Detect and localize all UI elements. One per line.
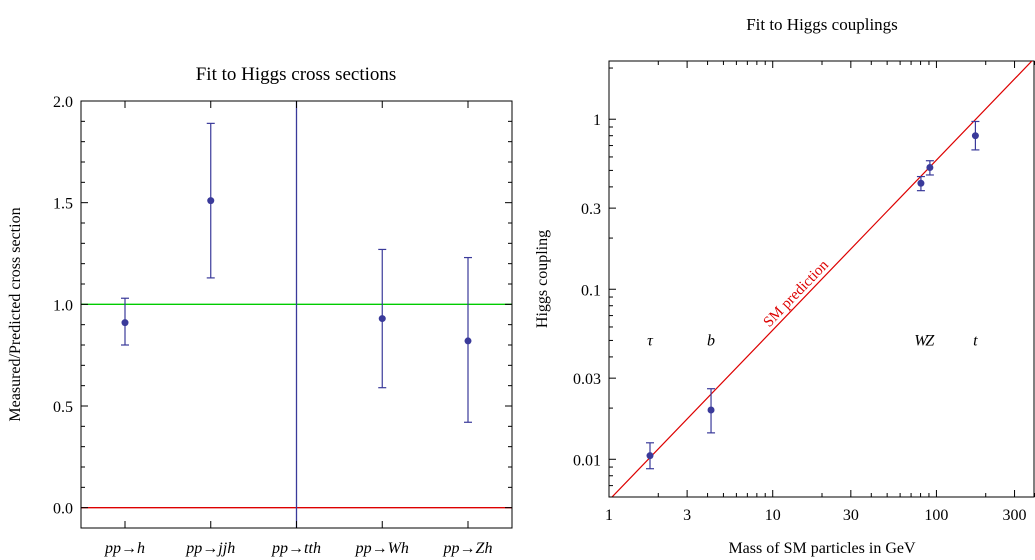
y-tick-label: 2.0 xyxy=(53,94,73,111)
y-tick-label: 1 xyxy=(593,112,601,129)
category-label: pp→Wh xyxy=(355,540,409,557)
x-tick-label: 3 xyxy=(683,507,691,524)
particle-label: b xyxy=(707,332,715,349)
cross-section-chart: Fit to Higgs cross sections 0.0 0.5 1.0 1.5… xyxy=(7,64,513,557)
cross-section-point xyxy=(207,197,215,205)
couplings-x-axis-label: Mass of SM particles in GeV xyxy=(728,540,916,557)
cross-section-point xyxy=(464,337,472,345)
cross-section-y-axis-label: Measured/Predicted cross section xyxy=(7,207,24,421)
category-label: pp→h xyxy=(104,540,145,557)
coupling-point xyxy=(971,132,979,140)
particle-label: W xyxy=(914,332,929,349)
coupling-point xyxy=(926,164,934,172)
y-tick-label: 0.01 xyxy=(573,452,601,469)
particle-label: t xyxy=(973,332,978,349)
y-tick-label: 0.0 xyxy=(53,501,73,518)
x-tick-label: 1 xyxy=(605,507,613,524)
category-label: pp→tth xyxy=(271,540,321,557)
coupling-point xyxy=(707,406,715,414)
cross-section-point xyxy=(378,315,386,323)
x-tick-label: 300 xyxy=(1003,507,1027,524)
couplings-chart-title: Fit to Higgs couplings xyxy=(746,15,898,34)
y-tick-label: 1.0 xyxy=(53,297,73,314)
couplings-y-axis-label: Higgs coupling xyxy=(534,230,551,328)
couplings-plot-area: SM prediction 1 3 10 30 100 300 0.01 0.03 0.1 0.3 1… xyxy=(573,60,1035,524)
particle-label: τ xyxy=(647,332,654,349)
y-tick-label: 0.3 xyxy=(581,201,601,218)
sm-prediction-line xyxy=(611,61,1033,497)
x-tick-label: 30 xyxy=(843,507,859,524)
sm-prediction-label: SM prediction xyxy=(761,257,833,331)
cross-section-plot-area: 0.0 0.5 1.0 1.5 2.0 pp→h pp→jjh pp→tth pp→Wh pp→Z… xyxy=(53,94,513,557)
x-tick-label: 100 xyxy=(924,507,948,524)
y-tick-label: 0.03 xyxy=(573,371,601,388)
y-tick-label: 0.1 xyxy=(581,282,601,299)
x-tick-label: 10 xyxy=(765,507,781,524)
y-tick-label: 1.5 xyxy=(53,196,73,213)
cross-section-chart-title: Fit to Higgs cross sections xyxy=(196,64,397,85)
coupling-point xyxy=(917,179,925,187)
coupling-point xyxy=(646,452,654,460)
category-label: pp→Zh xyxy=(443,540,493,557)
category-label: pp→jjh xyxy=(185,540,235,557)
cross-section-point xyxy=(121,319,129,327)
particle-label: Z xyxy=(925,332,935,349)
y-tick-label: 0.5 xyxy=(53,399,73,416)
